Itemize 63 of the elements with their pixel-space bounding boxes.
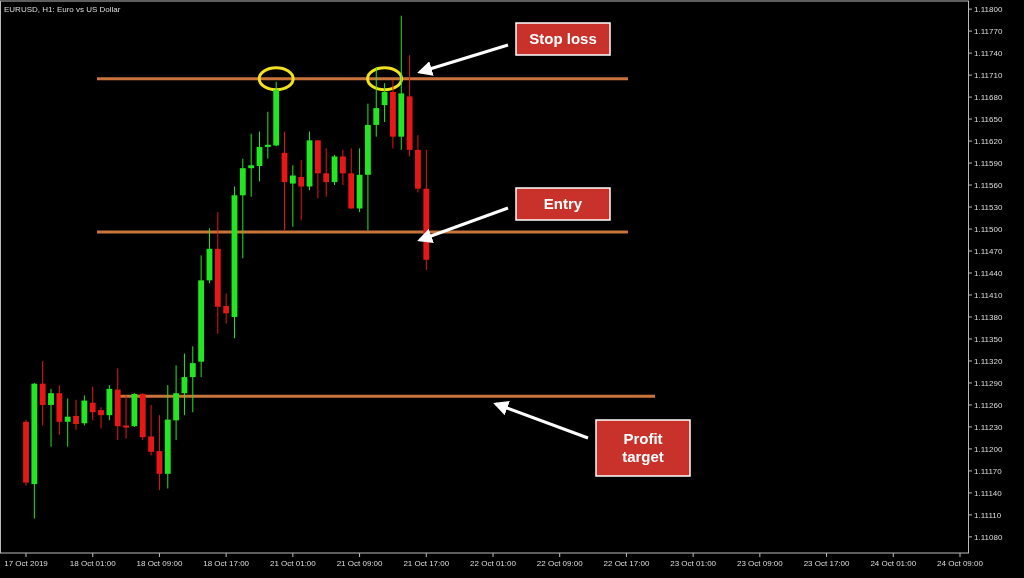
y-tick-label: 1.11740 bbox=[974, 48, 1003, 58]
y-tick-label: 1.11590 bbox=[974, 158, 1003, 168]
y-tick-label: 1.11530 bbox=[974, 202, 1003, 212]
ref-line-label: Profit target bbox=[622, 430, 664, 466]
candlestick bbox=[64, 397, 71, 448]
y-tick-label: 1.11200 bbox=[974, 444, 1003, 454]
candlestick bbox=[223, 293, 230, 325]
y-tick-label: 1.11140 bbox=[974, 488, 1003, 498]
y-tick-label: 1.11560 bbox=[974, 180, 1003, 190]
candlestick bbox=[289, 164, 296, 228]
candlestick bbox=[339, 149, 346, 186]
candlestick bbox=[323, 147, 330, 198]
y-tick-label: 1.11230 bbox=[974, 422, 1003, 432]
candlestick bbox=[89, 386, 96, 421]
x-tick-label: 23 Oct 17:00 bbox=[803, 559, 851, 568]
x-tick-label: 18 Oct 01:00 bbox=[69, 559, 117, 568]
y-tick-label: 1.11620 bbox=[974, 136, 1003, 146]
y-tick-label: 1.11350 bbox=[974, 334, 1003, 344]
y-tick-label: 1.11440 bbox=[974, 268, 1003, 278]
y-tick-label: 1.11710 bbox=[974, 70, 1003, 80]
ref-line-label: Stop loss bbox=[529, 30, 597, 48]
candlestick bbox=[81, 394, 88, 426]
y-tick-label: 1.11110 bbox=[974, 510, 1002, 520]
y-tick-label: 1.11500 bbox=[974, 224, 1003, 234]
y-tick-label: 1.11170 bbox=[974, 466, 1003, 476]
x-tick-label: 22 Oct 17:00 bbox=[603, 559, 650, 568]
x-tick-label: 21 Oct 01:00 bbox=[269, 559, 317, 568]
y-tick-label: 1.11800 bbox=[974, 4, 1003, 14]
y-tick-label: 1.11470 bbox=[974, 246, 1003, 256]
y-tick-label: 1.11680 bbox=[974, 92, 1003, 102]
x-tick-label: 22 Oct 01:00 bbox=[470, 559, 517, 568]
y-tick-label: 1.11410 bbox=[974, 290, 1003, 300]
candlestick bbox=[248, 133, 255, 198]
candlestick bbox=[73, 399, 79, 431]
candlestick bbox=[98, 406, 104, 429]
ref-line-label: Entry bbox=[543, 195, 583, 213]
x-tick-label: 22 Oct 09:00 bbox=[536, 559, 584, 568]
x-tick-label: 21 Oct 09:00 bbox=[336, 559, 384, 568]
x-tick-label: 23 Oct 09:00 bbox=[736, 559, 784, 568]
candlestick bbox=[373, 66, 380, 138]
candlestick bbox=[48, 388, 54, 448]
x-tick-label: 24 Oct 01:00 bbox=[870, 559, 917, 568]
y-tick-label: 1.11290 bbox=[974, 378, 1003, 388]
y-tick-label: 1.11080 bbox=[974, 532, 1003, 542]
candlestick bbox=[264, 111, 271, 160]
y-tick-label: 1.11260 bbox=[974, 400, 1003, 410]
x-tick-label: 23 Oct 01:00 bbox=[670, 559, 717, 568]
y-tick-label: 1.11380 bbox=[974, 312, 1003, 322]
candlestick bbox=[381, 82, 388, 123]
candlestick bbox=[189, 345, 196, 413]
x-tick-label: 18 Oct 17:00 bbox=[203, 559, 250, 568]
y-tick-label: 1.11770 bbox=[974, 26, 1003, 36]
chart-title: EURUSD, H1: Euro vs US Dollar bbox=[4, 5, 121, 14]
candlestick bbox=[39, 360, 46, 426]
candlestick bbox=[123, 394, 129, 440]
candlestick bbox=[298, 159, 305, 221]
y-tick-label: 1.11320 bbox=[974, 356, 1003, 366]
candlestick bbox=[148, 404, 155, 457]
x-tick-label: 24 Oct 09:00 bbox=[937, 559, 984, 568]
x-tick-label: 17 Oct 2019 bbox=[4, 559, 49, 568]
x-tick-label: 18 Oct 09:00 bbox=[136, 559, 183, 568]
x-tick-label: 21 Oct 17:00 bbox=[403, 559, 450, 568]
y-tick-label: 1.11650 bbox=[974, 114, 1003, 124]
